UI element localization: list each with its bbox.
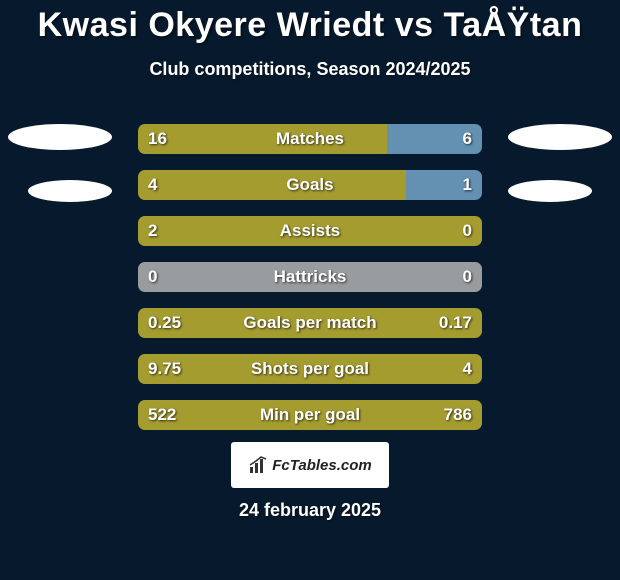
stat-bar-left: [138, 170, 406, 200]
player-left-ellipse-1: [8, 124, 112, 150]
stat-row: Matches166: [138, 124, 482, 154]
page-subtitle: Club competitions, Season 2024/2025: [0, 59, 620, 80]
player-right-ellipse-2: [508, 180, 592, 202]
page-title: Kwasi Okyere Wriedt vs TaÅŸtan: [0, 0, 620, 45]
generated-date: 24 february 2025: [0, 500, 620, 521]
stat-row: Goals per match0.250.17: [138, 308, 482, 338]
brand-text: FcTables.com: [272, 457, 371, 474]
stat-bar-right: [406, 170, 482, 200]
stat-bar-left: [138, 400, 482, 430]
stat-row: Assists20: [138, 216, 482, 246]
stat-bar-right: [387, 124, 482, 154]
stat-row: Min per goal522786: [138, 400, 482, 430]
player-right-ellipse-1: [508, 124, 612, 150]
player-left-ellipse-2: [28, 180, 112, 202]
stat-bar-left: [138, 354, 482, 384]
stat-row: Shots per goal9.754: [138, 354, 482, 384]
stat-bar-right: [310, 262, 482, 292]
brand-box: FcTables.com: [231, 442, 389, 488]
stat-bar-left: [138, 308, 482, 338]
comparison-bars: Matches166 Goals41 Assists20 Hattricks00 Goa…: [138, 124, 482, 446]
chart-icon: [248, 455, 268, 475]
stat-bar-left: [138, 262, 310, 292]
stat-row: Hattricks00: [138, 262, 482, 292]
stat-bar-left: [138, 124, 387, 154]
stat-row: Goals41: [138, 170, 482, 200]
stat-bar-left: [138, 216, 482, 246]
